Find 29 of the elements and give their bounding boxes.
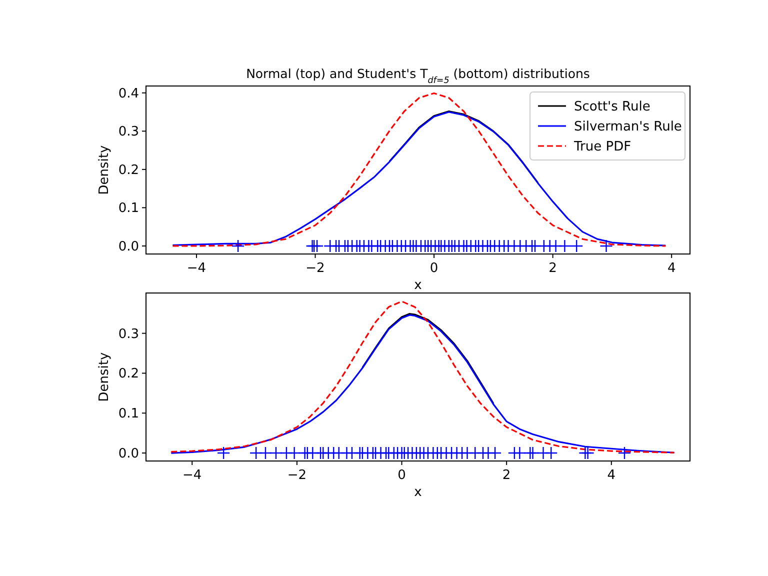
y-tick-label: 0.1 xyxy=(118,201,139,216)
x-tick-label: 2 xyxy=(502,468,511,483)
y-tick-label: 0.4 xyxy=(118,86,139,102)
x-tick-label: 2 xyxy=(548,261,557,276)
x-tick-label: −2 xyxy=(287,468,307,483)
x-axis-title: x xyxy=(414,278,422,293)
x-tick-label: 4 xyxy=(607,468,616,483)
y-tick-label: 0.1 xyxy=(118,406,139,422)
y-tick-label: 0.2 xyxy=(118,162,139,178)
x-tick-label: 0 xyxy=(398,468,406,483)
y-axis-title: Density xyxy=(97,144,112,195)
legend-label: True PDF xyxy=(573,140,632,154)
x-axis-title: x xyxy=(414,485,422,500)
legend-label: Silverman's Rule xyxy=(574,120,682,134)
y-tick-label: 0.3 xyxy=(118,326,139,342)
line-series xyxy=(362,312,494,404)
y-axis-title: Density xyxy=(97,352,112,402)
line-series xyxy=(388,110,539,184)
x-tick-label: −2 xyxy=(306,261,325,276)
y-tick-label: 0.0 xyxy=(118,239,139,254)
x-tick-label: 0 xyxy=(430,261,438,276)
x-tick-label: 4 xyxy=(667,261,676,276)
x-tick-label: −4 xyxy=(182,468,202,483)
y-tick-label: 0.0 xyxy=(118,446,139,462)
y-tick-label: 0.2 xyxy=(118,366,139,382)
y-tick-label: 0.3 xyxy=(118,124,139,140)
x-tick-label: −4 xyxy=(186,261,206,276)
chart-title: Normal (top) and Student's T$_{df=5}$ (bottom) distributions xyxy=(246,66,590,86)
legend-label: Scott's Rule xyxy=(574,100,650,114)
